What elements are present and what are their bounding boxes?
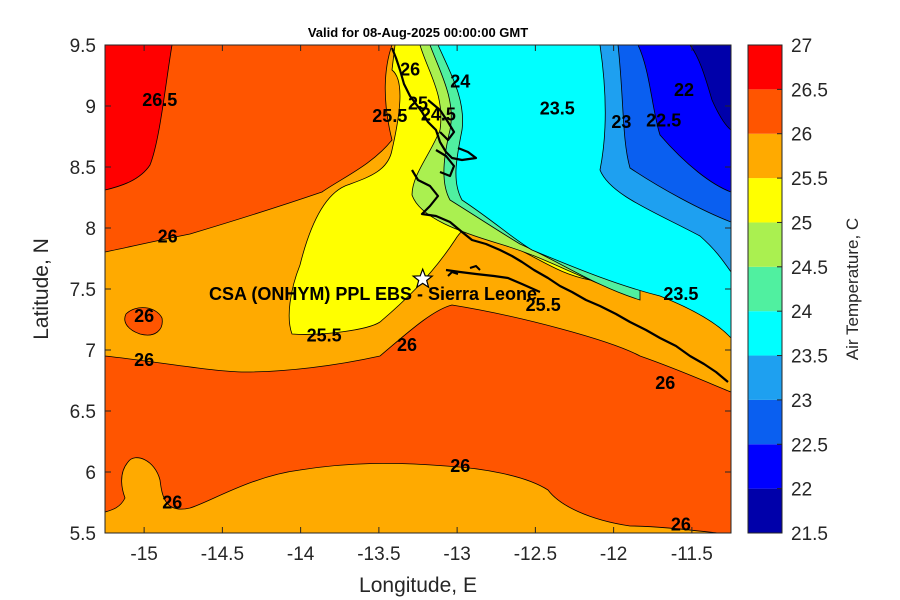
contour-label: 24	[450, 72, 470, 92]
colorbar-segment	[748, 222, 782, 267]
colorbar-tick-label: 23.5	[791, 347, 828, 368]
y-tick-label: 8.5	[70, 158, 96, 179]
site-group: CSA (ONHYM) PPL EBS - Sierra Leone	[209, 267, 537, 304]
coastline-segment	[411, 169, 729, 383]
coastline-segment	[390, 47, 478, 162]
chart-title: Valid for 08-Aug-2025 00:00:00 GMT	[308, 25, 528, 40]
contour-label: 23.5	[663, 284, 698, 304]
contour-label: 26	[450, 456, 470, 476]
x-tick-label: -15	[130, 544, 157, 565]
contour-label: 23.5	[540, 98, 575, 118]
colorbar-tick-label: 26	[791, 125, 812, 146]
coastline-segment	[427, 99, 456, 142]
colorbar-tick-label: 22	[791, 480, 812, 501]
colorbar-segment	[748, 89, 782, 134]
y-axis-ticks: 5.5 6 6.5 7 7.5 8 8.5 9 9.5	[70, 36, 731, 545]
x-tick-label: -12	[600, 544, 627, 565]
colorbar-segment	[748, 133, 782, 179]
band-26-5-north	[105, 45, 173, 191]
contour-label: 24.5	[421, 105, 456, 125]
colorbar-segment	[748, 355, 782, 400]
y-tick-label: 9.5	[70, 36, 96, 57]
colorbar-tick-label: 24	[791, 302, 813, 323]
colorbar-segment	[748, 399, 782, 445]
y-tick-label: 6	[85, 463, 96, 484]
colorbar-frame	[747, 44, 783, 534]
contour-label: 26	[134, 350, 154, 370]
contour-label: 25.5	[307, 325, 342, 345]
contour-label: 25.5	[526, 295, 561, 315]
colorbar-tick-label: 23	[791, 391, 812, 412]
colorbar-segment	[748, 488, 782, 533]
colorbar: 21.5 22 22.5 23 23.5 24 24.5 25 25.5 26 26.5 27	[747, 36, 828, 545]
y-tick-label: 9	[85, 97, 96, 118]
contour-label: 25	[408, 94, 428, 114]
y-tick-label: 7.5	[70, 280, 96, 301]
colorbar-tick-label: 26.5	[791, 80, 828, 101]
contour-label: 22.5	[646, 111, 681, 131]
band-21-5	[689, 45, 731, 131]
colorbar-segment	[748, 178, 782, 223]
site-label: CSA (ONHYM) PPL EBS - Sierra Leone	[209, 284, 537, 304]
contour-label: 25.5	[372, 106, 407, 126]
band-26-south	[105, 304, 731, 533]
x-tick-label: -11.5	[671, 544, 713, 565]
contour-label: 26	[397, 335, 417, 355]
contour-field	[105, 45, 731, 533]
colorbar-tick-label: 21.5	[791, 524, 828, 545]
colorbar-tick-label: 24.5	[791, 258, 828, 279]
colorbar-segment	[748, 444, 782, 489]
y-tick-label: 6.5	[70, 402, 96, 423]
contour-label: 26	[134, 306, 154, 326]
y-tick-label: 8	[85, 219, 96, 240]
colorbar-label: Air Temperature, C	[843, 218, 862, 360]
x-axis-label: Longitude, E	[359, 574, 477, 597]
contour-label: 26	[671, 514, 691, 534]
site-star-marker	[411, 267, 434, 289]
x-tick-label: -13	[443, 544, 470, 565]
x-tick-label: -14	[287, 544, 315, 565]
coastline-segment	[445, 268, 541, 294]
coastline-segment	[435, 149, 456, 178]
contour-label: 26	[158, 227, 178, 247]
contour-label: 26	[162, 493, 182, 513]
colorbar-tick-label: 25	[791, 213, 812, 234]
colorbar-tick-label: 25.5	[791, 169, 828, 190]
x-tick-label: -14.5	[201, 544, 244, 565]
colorbar-segment	[748, 45, 782, 90]
y-tick-label: 7	[85, 341, 96, 362]
contour-labels: 26.526262626262626262625.525.525.52524.5…	[134, 59, 698, 534]
contour-label: 26.5	[142, 90, 177, 110]
x-tick-label: -12.5	[514, 544, 557, 565]
coastline	[390, 47, 729, 383]
contour-label: 23	[611, 112, 631, 132]
colorbar-segment	[748, 311, 782, 356]
x-tick-label: -13.5	[357, 544, 400, 565]
contour-label: 26	[400, 59, 420, 79]
colorbar-tick-label: 22.5	[791, 435, 828, 456]
band-26-north	[105, 45, 393, 253]
y-tick-label: 5.5	[70, 524, 96, 545]
colorbar-segment	[748, 266, 782, 312]
contour-label: 26	[655, 373, 675, 393]
x-axis-ticks: -15 -14.5 -14 -13.5 -13 -12.5 -12 -11.5	[130, 45, 713, 565]
contour-label: 22	[674, 80, 694, 100]
coastline-segment	[447, 264, 481, 277]
colorbar-tick-label: 27	[791, 36, 812, 57]
band-26-island	[124, 307, 163, 336]
y-axis-label: Latitude, N	[30, 238, 53, 340]
